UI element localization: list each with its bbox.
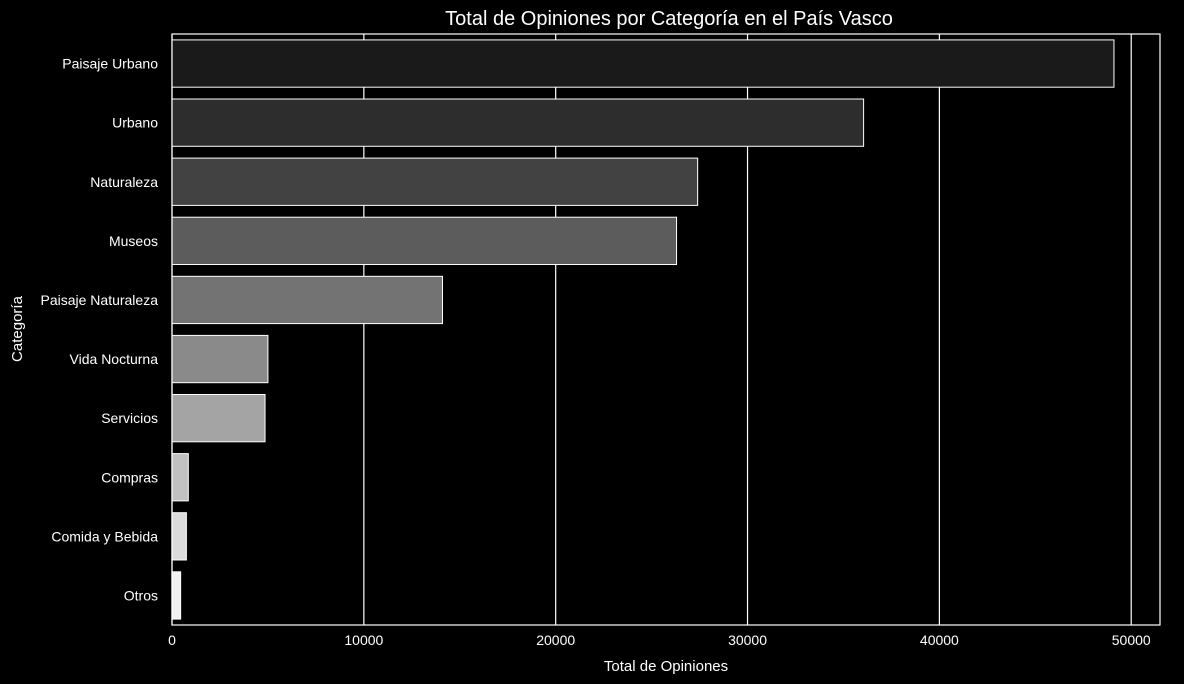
x-tick-label-3: 30000: [728, 632, 767, 648]
bar-8: [171, 512, 187, 561]
x-tick-label-4: 40000: [920, 632, 959, 648]
x-axis-label: Total de Opiniones: [604, 658, 728, 675]
x-tick-labels: 0 10000 20000 30000 40000 50000: [168, 632, 1151, 648]
y-tick-label-2: Naturaleza: [90, 174, 158, 190]
x-tick-label-2: 20000: [536, 632, 575, 648]
y-tick-label-8: Comida y Bebida: [51, 528, 158, 544]
bar-6: [171, 394, 266, 443]
bar-2: [171, 157, 699, 206]
y-tick-label-7: Compras: [101, 469, 158, 485]
y-tick-labels: Paisaje Urbano Urbano Naturaleza Museos Pais…: [40, 56, 158, 604]
bar-9: [171, 571, 182, 620]
x-tick-label-1: 10000: [344, 632, 383, 648]
bar-5: [171, 334, 269, 384]
bar-0: [171, 39, 1115, 88]
bar-4: [171, 275, 444, 325]
y-tick-label-4: Paisaje Naturaleza: [40, 292, 158, 308]
x-tick-label-5: 50000: [1112, 632, 1151, 648]
y-tick-label-3: Museos: [109, 233, 158, 249]
y-tick-label-9: Otros: [124, 587, 158, 603]
chart-title: Total de Opiniones por Categoría en el P…: [445, 8, 893, 30]
y-tick-label-1: Urbano: [112, 115, 158, 131]
y-tick-label-0: Paisaje Urbano: [62, 56, 158, 72]
y-axis-label: Categoría: [9, 295, 26, 362]
plot-frame: [171, 33, 1161, 626]
bar-1: [171, 98, 865, 147]
y-tick-label-6: Servicios: [101, 410, 158, 426]
x-tick-label-0: 0: [168, 632, 176, 648]
bar-3: [171, 216, 678, 265]
y-tick-label-5: Vida Nocturna: [70, 351, 159, 367]
bar-7: [171, 453, 189, 502]
bars: [171, 39, 1115, 620]
